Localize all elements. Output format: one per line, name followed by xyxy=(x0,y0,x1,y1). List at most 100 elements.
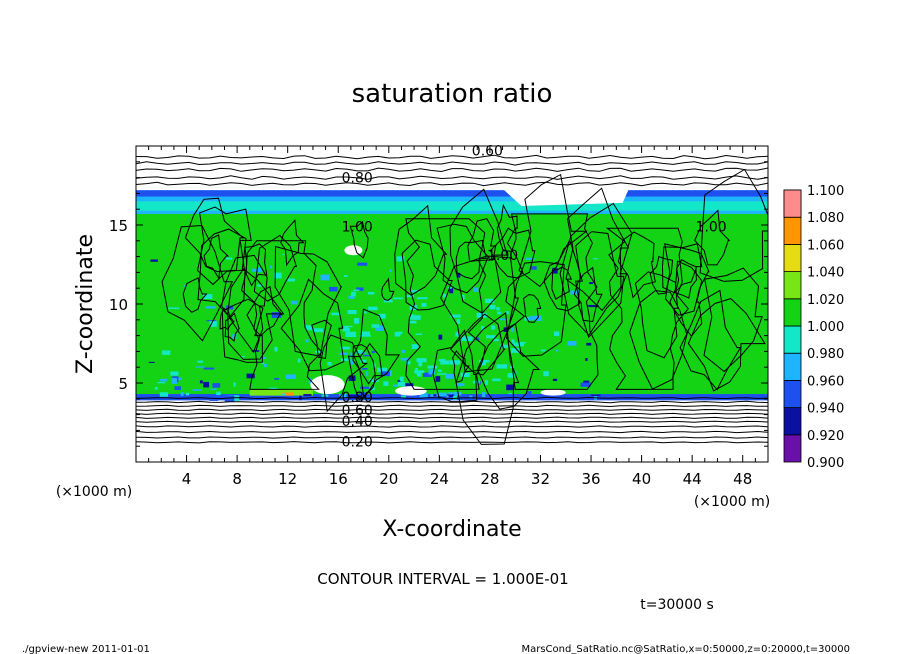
colorbar-label: 1.060 xyxy=(807,238,844,253)
field-patch xyxy=(203,381,210,388)
field-patch xyxy=(258,267,263,273)
field-patch xyxy=(449,360,461,365)
contour-lower xyxy=(136,441,768,444)
field-patch-plume xyxy=(507,373,515,378)
contour-100 xyxy=(573,266,603,323)
field-patch xyxy=(345,331,357,338)
field-patch-plume xyxy=(496,311,501,315)
field-patch-plume xyxy=(455,332,460,337)
field-patch xyxy=(362,368,368,370)
field-patch xyxy=(499,318,509,321)
field-patch xyxy=(366,371,369,376)
field-patch-plume xyxy=(351,291,356,297)
field-patch xyxy=(356,287,364,291)
contour-100 xyxy=(551,266,573,300)
field-patch xyxy=(531,266,537,270)
field-patch xyxy=(354,318,360,324)
x-tick-label: 36 xyxy=(581,470,600,488)
contour-100 xyxy=(203,234,230,280)
field-band-top-blue xyxy=(136,190,768,197)
field-clear-hole xyxy=(395,386,427,396)
field-patch xyxy=(419,392,428,398)
field-patch xyxy=(426,374,430,377)
colorbar-segment xyxy=(783,271,802,300)
field-patch-plume xyxy=(496,307,500,311)
field-patch xyxy=(481,361,486,366)
field-patch xyxy=(348,375,356,381)
x-tick-label: 8 xyxy=(232,470,242,488)
contour-100 xyxy=(649,255,674,295)
field-patch xyxy=(543,371,549,377)
field-patch-plume xyxy=(360,359,367,363)
field-patch xyxy=(469,395,473,399)
contour-label-text: 0.20 xyxy=(342,434,373,450)
field-patch-plume xyxy=(443,293,447,298)
field-patch-plume xyxy=(327,361,332,366)
field-patch xyxy=(445,373,455,379)
field-patch xyxy=(150,259,158,262)
field-clear-hole xyxy=(344,245,363,256)
field-patch-plume xyxy=(416,358,427,363)
colorbar-segment xyxy=(783,298,802,327)
field-patch xyxy=(400,395,406,399)
contour-100 xyxy=(353,308,401,400)
contour-upper xyxy=(136,161,768,166)
field-patch-plume xyxy=(362,311,367,314)
contour-label: 1.00 xyxy=(487,248,518,264)
field-patch xyxy=(203,367,215,370)
field-patch-plume xyxy=(440,360,450,365)
contour-100 xyxy=(352,344,376,385)
field-patch-plume xyxy=(438,358,446,362)
field-patch-plume xyxy=(359,334,371,337)
contour-100 xyxy=(161,224,234,342)
contour-100 xyxy=(669,260,703,338)
contour-100 xyxy=(661,243,703,294)
field-patch xyxy=(353,289,360,291)
contour-label-text: 1.00 xyxy=(342,220,373,236)
x-tick-label: 20 xyxy=(379,470,398,488)
field-patch xyxy=(177,377,182,381)
contour-100 xyxy=(565,187,630,312)
contour-label-text: 0.80 xyxy=(342,171,373,187)
field-patch-plume xyxy=(367,291,375,295)
contour-100 xyxy=(319,334,369,413)
colorbar-segment xyxy=(783,243,802,272)
field-patch xyxy=(195,366,205,368)
contour-lower xyxy=(136,408,768,412)
contour-label-text: 0.60 xyxy=(472,144,503,160)
field-patch xyxy=(580,382,591,387)
x-tick-label: 4 xyxy=(182,470,192,488)
field-patch xyxy=(585,358,588,361)
field-patch xyxy=(513,371,517,374)
contour-100 xyxy=(522,294,542,323)
field-patch xyxy=(446,395,449,398)
field-patch-plume xyxy=(511,339,515,344)
x-tick-label: 48 xyxy=(733,470,752,488)
x-tick-label: 16 xyxy=(329,470,348,488)
contour-column xyxy=(405,218,487,390)
contour-100 xyxy=(436,223,491,294)
field-patch xyxy=(350,352,353,358)
field-patch xyxy=(274,272,282,279)
y-tick-label: 5 xyxy=(118,375,128,393)
field-patch xyxy=(162,350,171,355)
time-text: t=30000 s xyxy=(640,597,714,613)
contour-column xyxy=(240,240,323,390)
field-patch xyxy=(281,393,286,396)
field-patch xyxy=(287,278,296,282)
field-patch xyxy=(356,352,367,354)
field-patch-plume xyxy=(421,303,427,307)
contour-100 xyxy=(347,342,383,401)
contour-labels: 0.600.801.001.001.000.800.600.400.20 xyxy=(342,144,727,451)
x-tick-label: 44 xyxy=(683,470,702,488)
field-patch xyxy=(282,253,285,255)
field-patch xyxy=(435,376,441,382)
colorbar-segment xyxy=(783,379,802,408)
contour-label: 0.60 xyxy=(342,403,373,419)
field-clear-hole xyxy=(310,375,345,395)
contour-100 xyxy=(699,168,768,282)
field-patch xyxy=(329,286,338,292)
field-patch-plume xyxy=(342,327,350,332)
field-patch-plume xyxy=(510,348,520,353)
field-patch xyxy=(202,294,213,300)
